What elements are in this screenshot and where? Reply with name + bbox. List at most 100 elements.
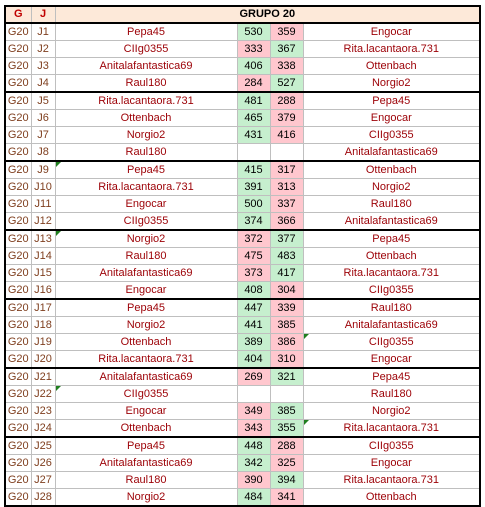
cell-group[interactable]: G20 — [4, 126, 32, 144]
cell-away-player[interactable]: Anitalafantastica69 — [302, 143, 482, 162]
cell-home-player[interactable]: Anitalafantastica69 — [54, 454, 238, 472]
cell-group[interactable]: G20 — [4, 367, 32, 386]
cell-home-player[interactable]: Engocar — [54, 281, 238, 300]
cell-home-score[interactable]: 431 — [236, 126, 271, 144]
cell-match[interactable]: J13 — [30, 229, 56, 248]
cell-match[interactable]: J22 — [30, 385, 56, 403]
cell-home-score[interactable]: 481 — [236, 91, 271, 110]
cell-away-score[interactable]: 321 — [269, 367, 304, 386]
cell-match[interactable]: J9 — [30, 160, 56, 179]
cell-group[interactable]: G20 — [4, 91, 32, 110]
cell-home-player[interactable]: Raul180 — [54, 471, 238, 489]
cell-match[interactable]: J12 — [30, 212, 56, 231]
cell-home-player[interactable]: Ottenbach — [54, 419, 238, 438]
cell-away-score[interactable]: 317 — [269, 160, 304, 179]
cell-away-score[interactable]: 527 — [269, 74, 304, 93]
cell-home-score[interactable]: 374 — [236, 212, 271, 231]
cell-home-score[interactable]: 372 — [236, 229, 271, 248]
cell-group[interactable]: G20 — [4, 471, 32, 489]
cell-away-score[interactable]: 385 — [269, 316, 304, 334]
cell-group[interactable]: G20 — [4, 178, 32, 196]
cell-away-player[interactable]: Ottenbach — [302, 160, 482, 179]
cell-away-player[interactable]: CIIg0355 — [302, 126, 482, 144]
cell-home-player[interactable]: Pepa45 — [54, 160, 238, 179]
cell-away-score[interactable]: 288 — [269, 91, 304, 110]
cell-home-player[interactable]: Raul180 — [54, 247, 238, 265]
cell-home-player[interactable]: Rita.lacantaora.731 — [54, 91, 238, 110]
cell-away-score[interactable] — [269, 143, 304, 162]
cell-away-player[interactable]: Engocar — [302, 350, 482, 369]
cell-home-score[interactable]: 500 — [236, 195, 271, 213]
cell-home-score[interactable]: 349 — [236, 402, 271, 420]
cell-away-player[interactable]: Pepa45 — [302, 367, 482, 386]
cell-match[interactable]: J23 — [30, 402, 56, 420]
cell-away-player[interactable]: Pepa45 — [302, 91, 482, 110]
cell-away-score[interactable]: 338 — [269, 57, 304, 75]
cell-away-score[interactable]: 325 — [269, 454, 304, 472]
cell-home-score[interactable] — [236, 143, 271, 162]
cell-home-score[interactable]: 448 — [236, 436, 271, 455]
cell-match[interactable]: J15 — [30, 264, 56, 282]
cell-home-player[interactable]: Anitalafantastica69 — [54, 367, 238, 386]
cell-home-player[interactable]: Raul180 — [54, 74, 238, 93]
cell-home-player[interactable]: Engocar — [54, 402, 238, 420]
cell-away-score[interactable]: 483 — [269, 247, 304, 265]
cell-away-player[interactable]: Engocar — [302, 454, 482, 472]
cell-group[interactable]: G20 — [4, 350, 32, 369]
cell-away-player[interactable]: Rita.lacantaora.731 — [302, 471, 482, 489]
cell-away-player[interactable]: Ottenbach — [302, 57, 482, 75]
cell-home-player[interactable]: Anitalafantastica69 — [54, 264, 238, 282]
cell-away-score[interactable]: 304 — [269, 281, 304, 300]
cell-group[interactable]: G20 — [4, 281, 32, 300]
cell-away-score[interactable] — [269, 385, 304, 403]
cell-home-score[interactable] — [236, 385, 271, 403]
cell-match[interactable]: J5 — [30, 91, 56, 110]
cell-home-player[interactable]: Norgio2 — [54, 316, 238, 334]
cell-group[interactable]: G20 — [4, 385, 32, 403]
cell-home-score[interactable]: 441 — [236, 316, 271, 334]
cell-match[interactable]: J28 — [30, 488, 56, 507]
cell-away-score[interactable]: 394 — [269, 471, 304, 489]
cell-home-player[interactable]: Rita.lacantaora.731 — [54, 178, 238, 196]
cell-group[interactable]: G20 — [4, 488, 32, 507]
cell-away-player[interactable]: Engocar — [302, 22, 482, 41]
cell-group[interactable]: G20 — [4, 195, 32, 213]
cell-home-player[interactable]: Pepa45 — [54, 298, 238, 317]
cell-home-player[interactable]: Norgio2 — [54, 488, 238, 507]
header-g[interactable]: G — [4, 5, 32, 24]
cell-away-score[interactable]: 313 — [269, 178, 304, 196]
cell-group[interactable]: G20 — [4, 22, 32, 41]
cell-home-player[interactable]: Pepa45 — [54, 22, 238, 41]
cell-away-score[interactable]: 379 — [269, 109, 304, 127]
cell-match[interactable]: J24 — [30, 419, 56, 438]
cell-away-player[interactable]: Engocar — [302, 109, 482, 127]
cell-away-player[interactable]: Ottenbach — [302, 488, 482, 507]
cell-group[interactable]: G20 — [4, 454, 32, 472]
cell-match[interactable]: J25 — [30, 436, 56, 455]
cell-away-player[interactable]: CIIg0355 — [302, 333, 482, 351]
cell-away-score[interactable]: 377 — [269, 229, 304, 248]
cell-home-player[interactable]: Ottenbach — [54, 109, 238, 127]
cell-away-score[interactable]: 310 — [269, 350, 304, 369]
cell-home-score[interactable]: 406 — [236, 57, 271, 75]
cell-group[interactable]: G20 — [4, 109, 32, 127]
cell-home-score[interactable]: 284 — [236, 74, 271, 93]
cell-away-player[interactable]: CIIg0355 — [302, 281, 482, 300]
cell-home-score[interactable]: 408 — [236, 281, 271, 300]
cell-home-score[interactable]: 475 — [236, 247, 271, 265]
cell-home-player[interactable]: CIIg0355 — [54, 40, 238, 58]
cell-home-player[interactable]: Norgio2 — [54, 126, 238, 144]
cell-match[interactable]: J11 — [30, 195, 56, 213]
cell-home-player[interactable]: Rita.lacantaora.731 — [54, 350, 238, 369]
cell-home-player[interactable]: Anitalafantastica69 — [54, 57, 238, 75]
cell-match[interactable]: J4 — [30, 74, 56, 93]
cell-match[interactable]: J1 — [30, 22, 56, 41]
cell-home-score[interactable]: 391 — [236, 178, 271, 196]
cell-away-player[interactable]: Raul180 — [302, 195, 482, 213]
cell-match[interactable]: J3 — [30, 57, 56, 75]
cell-home-score[interactable]: 390 — [236, 471, 271, 489]
cell-away-player[interactable]: Raul180 — [302, 385, 482, 403]
cell-match[interactable]: J16 — [30, 281, 56, 300]
cell-group[interactable]: G20 — [4, 316, 32, 334]
cell-match[interactable]: J10 — [30, 178, 56, 196]
